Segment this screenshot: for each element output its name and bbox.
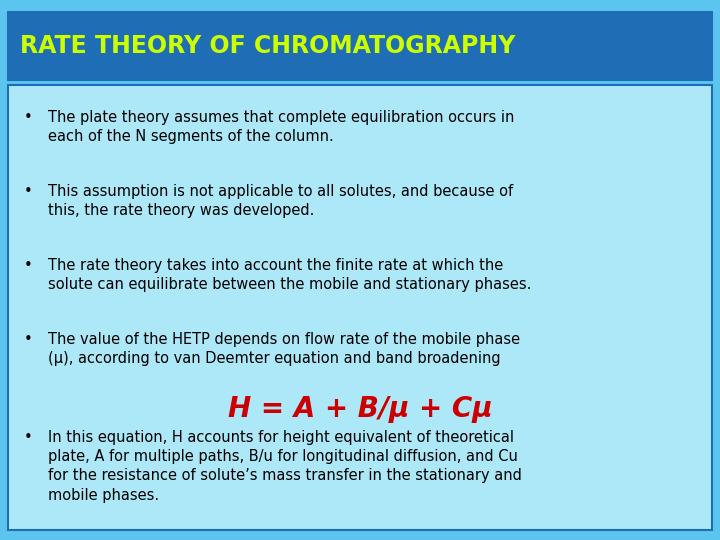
Bar <box>8 85 712 530</box>
Text: RATE THEORY OF CHROMATOGRAPHY: RATE THEORY OF CHROMATOGRAPHY <box>20 34 516 58</box>
Text: •: • <box>24 184 32 199</box>
Text: •: • <box>24 110 32 125</box>
Text: The rate theory takes into account the finite rate at which the
solute can equil: The rate theory takes into account the f… <box>48 258 531 292</box>
Text: •: • <box>24 430 32 445</box>
Bar <box>8 12 712 80</box>
Text: This assumption is not applicable to all solutes, and because of
this, the rate : This assumption is not applicable to all… <box>48 184 513 218</box>
Text: The value of the HETP depends on flow rate of the mobile phase
(μ), according to: The value of the HETP depends on flow ra… <box>48 332 520 366</box>
Text: The plate theory assumes that complete equilibration occurs in
each of the N seg: The plate theory assumes that complete e… <box>48 110 514 144</box>
Text: In this equation, H accounts for height equivalent of theoretical
plate, A for m: In this equation, H accounts for height … <box>48 430 522 503</box>
Text: •: • <box>24 332 32 347</box>
Text: •: • <box>24 258 32 273</box>
Text: H = A + B/μ + Cμ: H = A + B/μ + Cμ <box>228 395 492 423</box>
